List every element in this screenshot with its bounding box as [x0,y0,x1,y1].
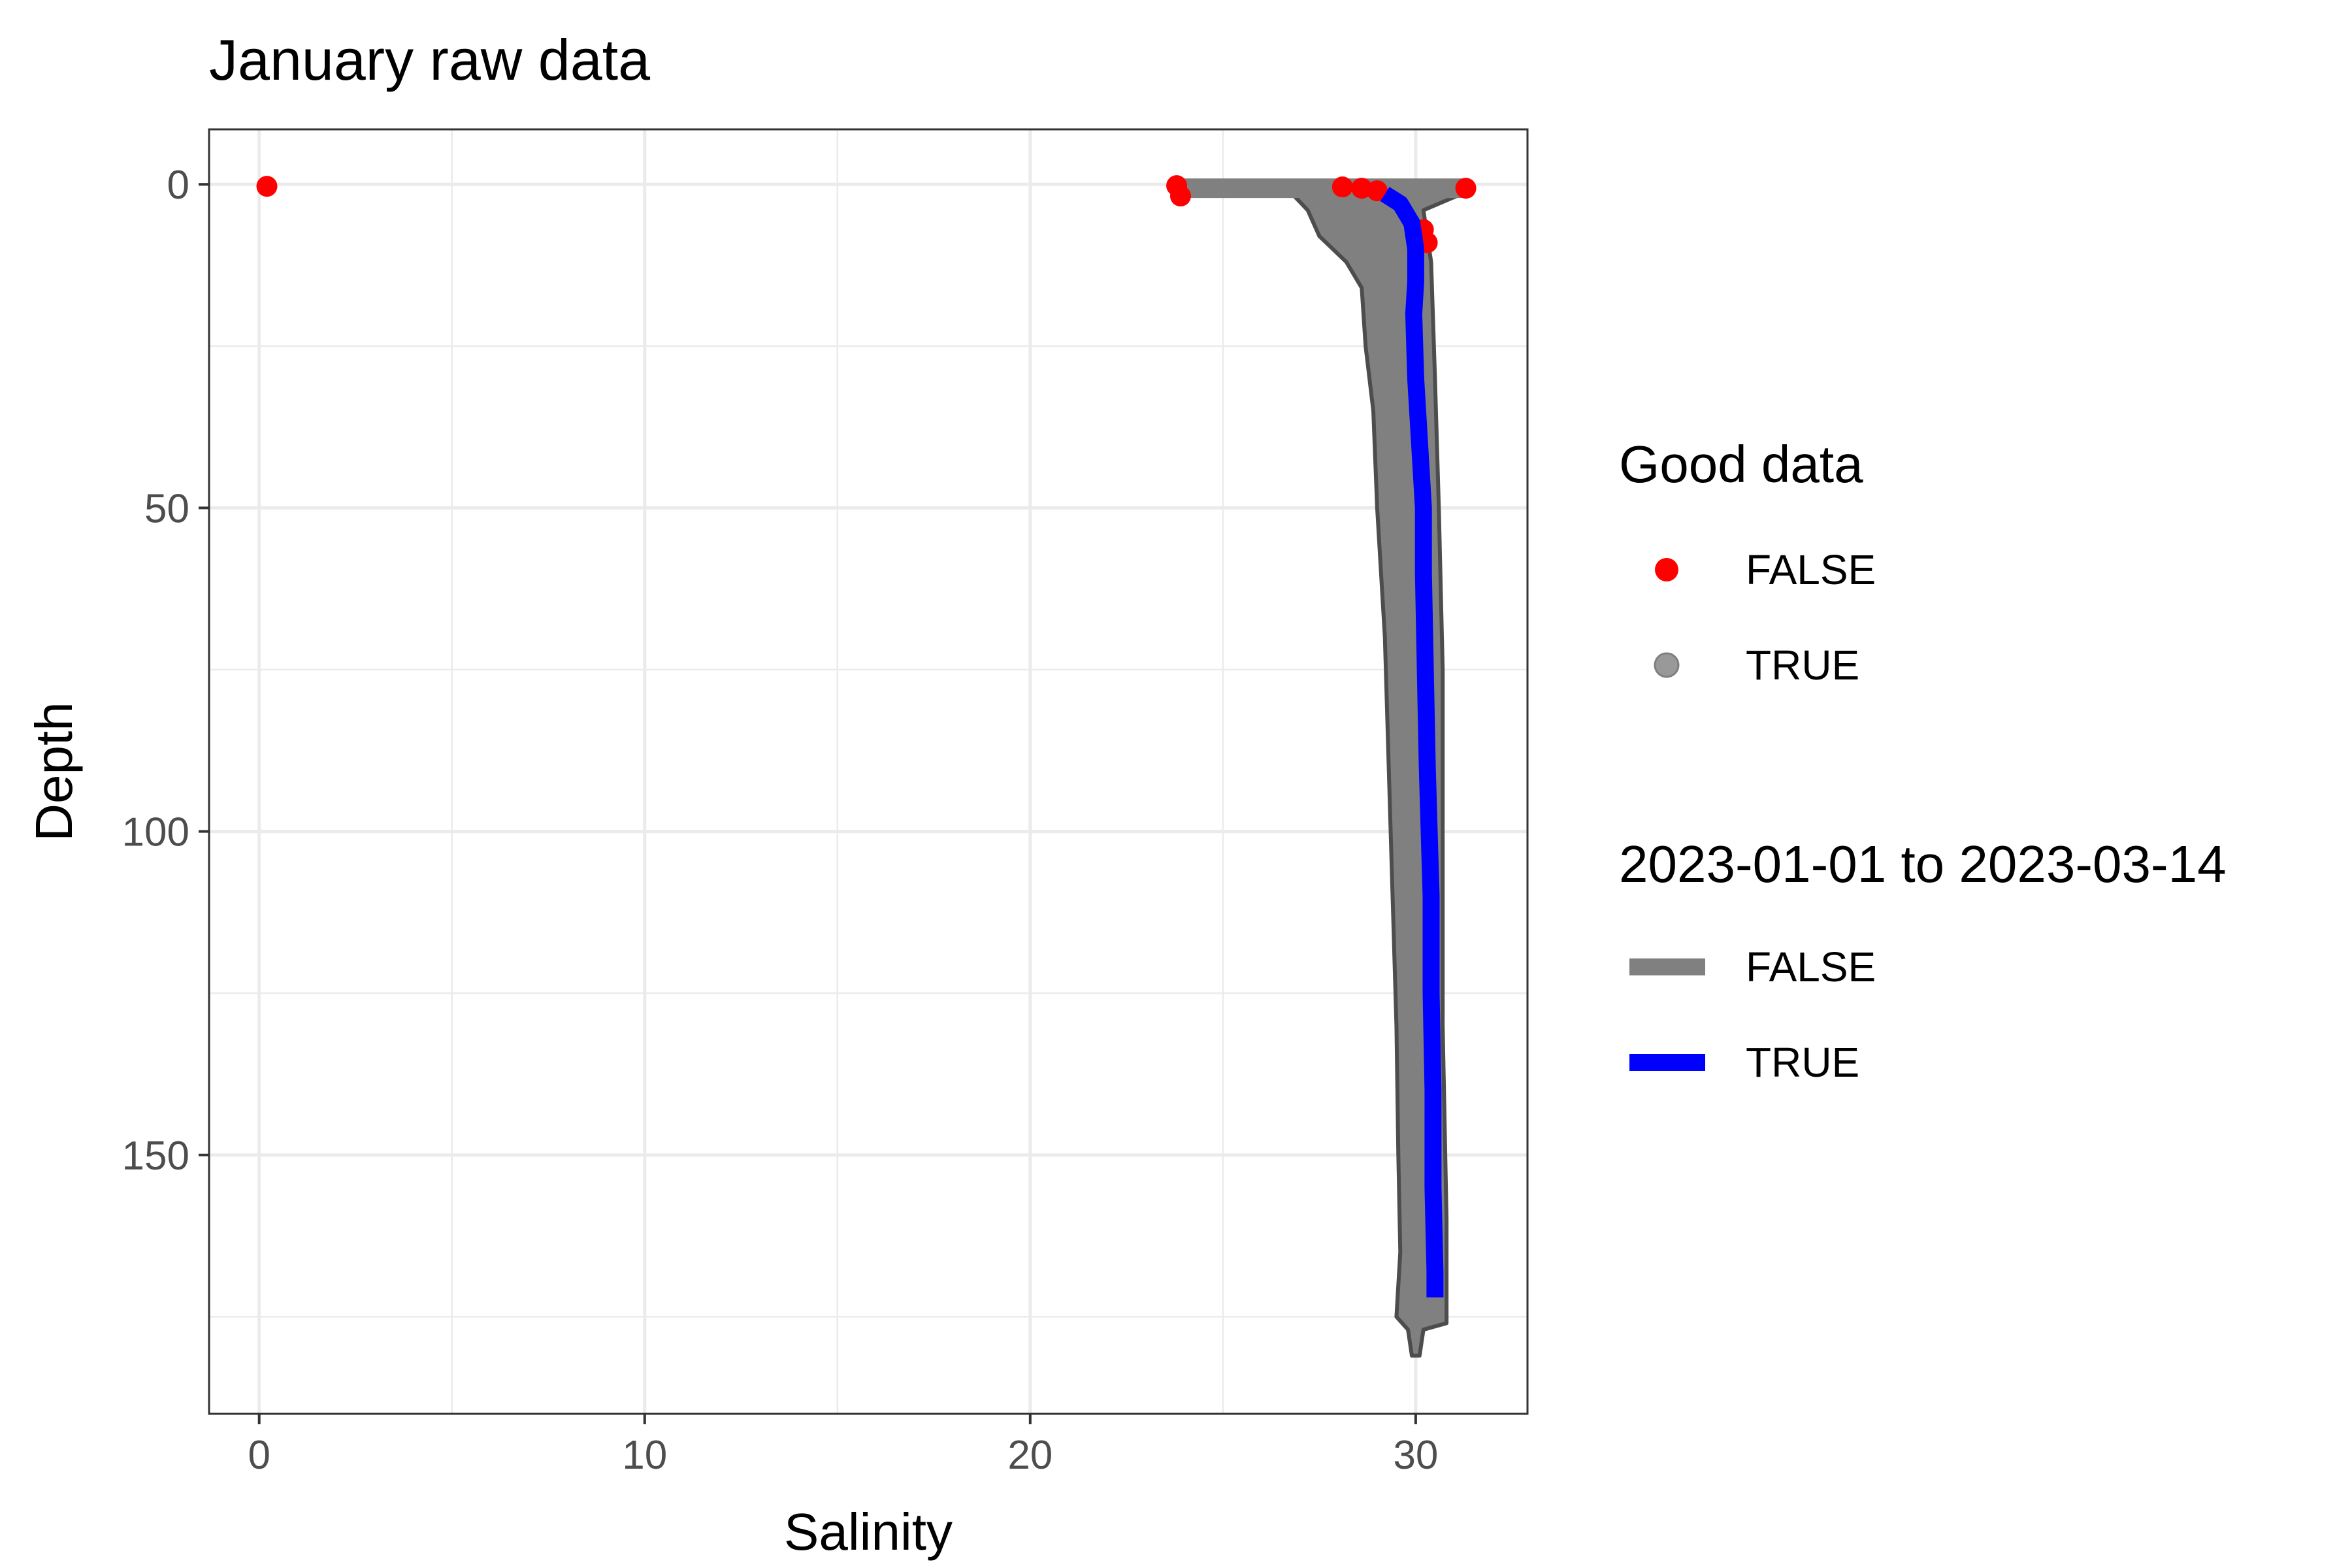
y-tick-label: 50 [144,486,189,531]
x-tick-label: 30 [1393,1433,1438,1478]
true-line-path [1380,187,1444,1298]
y-axis-title: Depth [25,702,83,841]
bad-data-point [256,176,278,197]
minor-gridlines [209,129,1527,1414]
y-tick-label: 100 [122,810,189,855]
good-data-cloud [1175,180,1468,1358]
bad-data-point [1351,178,1373,199]
y-tick-label: 0 [167,163,189,208]
legend-key-false-point [1655,558,1678,581]
legend-good-data: Good data FALSE TRUE [1619,435,1876,689]
x-axis-title: Salinity [784,1503,953,1561]
bad-data-point [1366,180,1388,202]
legend-label-true: TRUE [1746,1039,1859,1086]
bad-data-point [1455,178,1477,199]
panel-background [209,129,1527,1414]
panel-border [208,128,1529,1415]
legend-title: Good data [1619,435,1863,493]
y-tick-label: 150 [122,1134,189,1179]
good-data-envelope [1175,178,1468,1358]
legend-label-false: FALSE [1746,943,1876,990]
chart-title: January raw data [209,27,650,92]
legend-label-false: FALSE [1746,546,1876,593]
true-series-line [1380,187,1444,1298]
legend-title: 2023-01-01 to 2023-03-14 [1619,835,2227,893]
x-axis: 0 10 20 30 [248,1414,1438,1478]
bad-data-point [1169,186,1191,207]
x-tick-label: 20 [1007,1433,1053,1478]
legend-date-range: 2023-01-01 to 2023-03-14 FALSE TRUE [1619,835,2227,1086]
legend-key-true-point [1654,652,1680,678]
x-tick-label: 0 [248,1433,270,1478]
legend-label-true: TRUE [1746,642,1859,689]
y-axis: 0 50 100 150 [122,163,209,1179]
plot-panel [208,128,1529,1415]
bad-data-point [1331,176,1353,198]
x-tick-label: 10 [622,1433,667,1478]
